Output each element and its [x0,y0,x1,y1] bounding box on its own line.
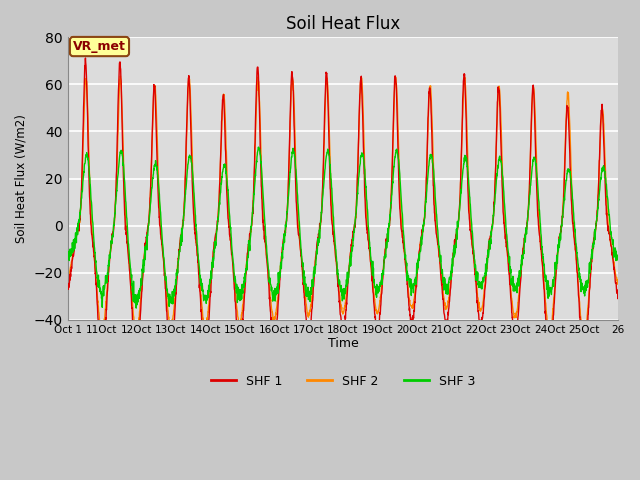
Y-axis label: Soil Heat Flux (W/m2): Soil Heat Flux (W/m2) [15,114,28,243]
X-axis label: Time: Time [328,337,358,350]
Text: VR_met: VR_met [73,40,126,53]
Legend: SHF 1, SHF 2, SHF 3: SHF 1, SHF 2, SHF 3 [206,370,480,393]
Title: Soil Heat Flux: Soil Heat Flux [286,15,400,33]
